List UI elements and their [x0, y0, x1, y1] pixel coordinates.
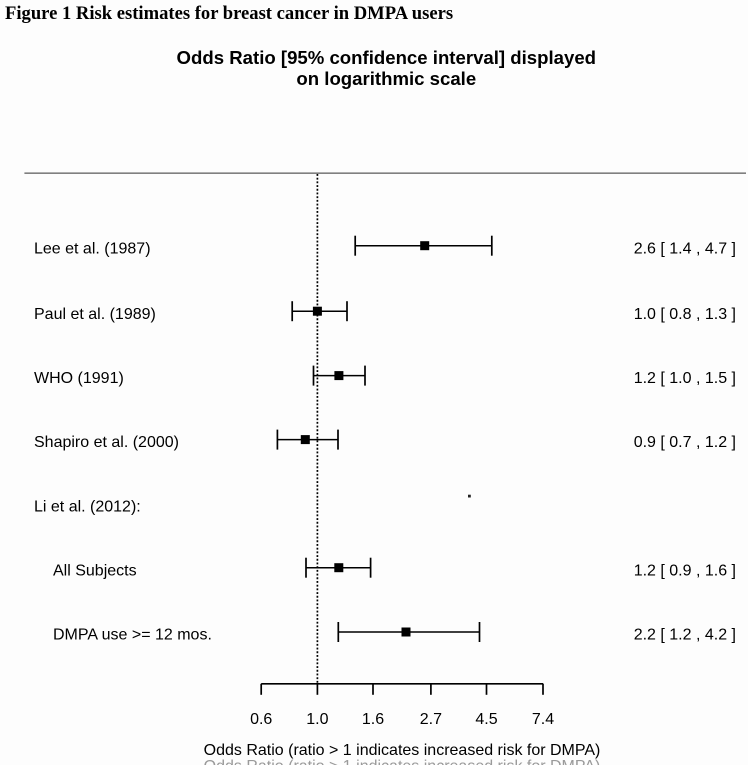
svg-text:Lee et al. (1987): Lee et al. (1987) [34, 240, 151, 257]
svg-text:1.0 [ 0.8 , 1.3 ]: 1.0 [ 0.8 , 1.3 ] [634, 306, 736, 323]
svg-text:1.2 [ 1.0 , 1.5 ]: 1.2 [ 1.0 , 1.5 ] [634, 370, 736, 387]
svg-text:Odds Ratio (ratio > 1 indicate: Odds Ratio (ratio > 1 indicates increase… [204, 758, 601, 765]
svg-text:All Subjects: All Subjects [53, 562, 137, 579]
svg-text:4.5: 4.5 [475, 711, 497, 728]
svg-text:2.6 [ 1.4 , 4.7 ]: 2.6 [ 1.4 , 4.7 ] [634, 240, 736, 257]
svg-text:WHO (1991): WHO (1991) [34, 370, 124, 387]
svg-text:2.7: 2.7 [420, 711, 442, 728]
svg-text:0.9 [ 0.7 , 1.2 ]: 0.9 [ 0.7 , 1.2 ] [634, 434, 736, 451]
svg-text:Shapiro et al. (2000): Shapiro et al. (2000) [34, 434, 179, 451]
svg-text:Figure 1 Risk estimates for br: Figure 1 Risk estimates for breast cance… [5, 3, 453, 24]
svg-text:Paul et al. (1989): Paul et al. (1989) [34, 306, 156, 323]
svg-text:1.6: 1.6 [362, 711, 384, 728]
svg-text:Li et al. (2012):: Li et al. (2012): [34, 498, 141, 515]
svg-text:0.6: 0.6 [250, 711, 272, 728]
svg-text:DMPA use >= 12 mos.: DMPA use >= 12 mos. [53, 627, 212, 644]
svg-text:7.4: 7.4 [532, 711, 554, 728]
svg-text:2.2 [ 1.2 , 4.2 ]: 2.2 [ 1.2 , 4.2 ] [634, 627, 736, 644]
svg-text:1.2 [ 0.9 , 1.6 ]: 1.2 [ 0.9 , 1.6 ] [634, 562, 736, 579]
svg-text:Odds Ratio (ratio > 1 indicate: Odds Ratio (ratio > 1 indicates increase… [204, 742, 601, 759]
svg-text:1.0: 1.0 [306, 711, 328, 728]
svg-text:Odds Ratio [95% confidence int: Odds Ratio [95% confidence interval] dis… [177, 47, 597, 68]
svg-text:on logarithmic scale: on logarithmic scale [296, 68, 476, 89]
